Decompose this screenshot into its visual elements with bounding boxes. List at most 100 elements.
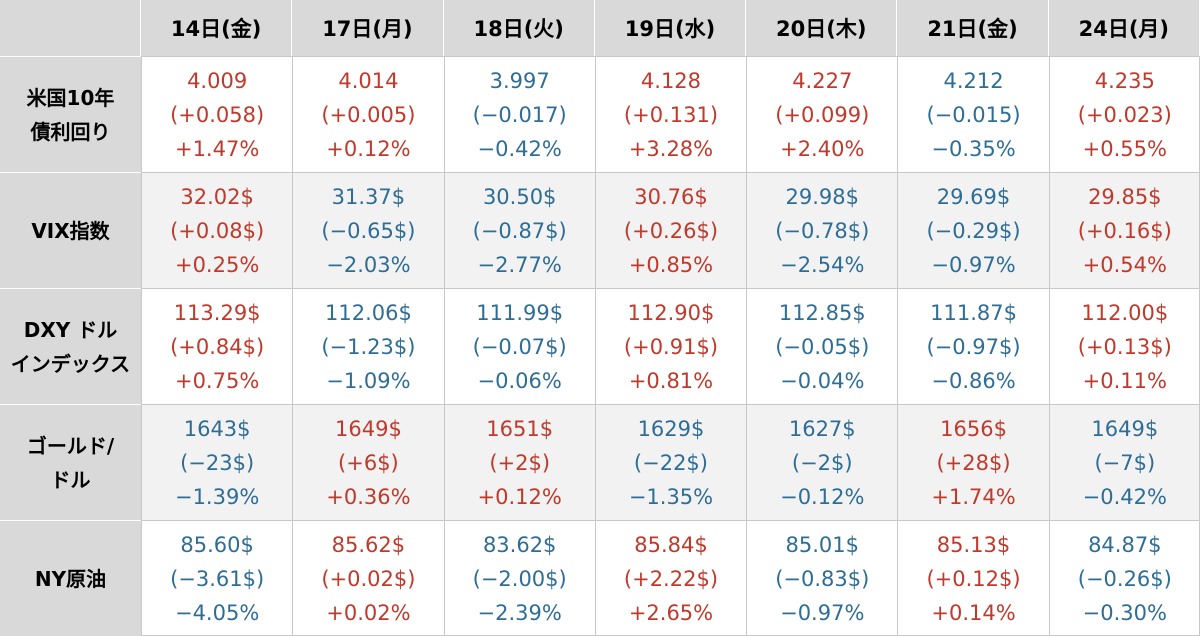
cell-change: (−0.97$) [926,334,1021,359]
value-cell: 1649$ (−7$) −0.42% [1048,404,1200,520]
value-cell: 30.50$ (−0.87$) −2.77% [443,172,595,288]
cell-change: (−0.015) [926,102,1021,127]
cell-value: 29.85$ [1088,184,1162,209]
header-corner [0,0,141,56]
value-cell: 3.997 (−0.017) −0.42% [443,56,595,172]
value-cell: 112.06$ (−1.23$) −1.09% [292,288,444,404]
cell-percent: −0.97% [780,600,865,625]
cell-value: 4.212 [943,68,1004,93]
cell-value: 113.29$ [173,300,261,325]
cell-percent: +2.40% [780,136,865,161]
cell-change: (−0.65$) [321,218,416,243]
cell-change: (−0.017) [472,102,567,127]
cell-change: (−1.23$) [321,334,416,359]
row-label-line: NY原油 [34,566,107,591]
table-row: ゴールド/ドル 1643$ (−23$) −1.39% 1649$ (+6$) +0.36%… [0,404,1200,520]
cell-change: (+0.13$) [1077,334,1172,359]
cell-value: 85.84$ [634,532,708,557]
value-cell: 112.00$ (+0.13$) +0.11% [1048,288,1200,404]
value-cell: 4.227 (+0.099) +2.40% [746,56,898,172]
cell-percent: −4.05% [174,600,260,625]
value-cell: 112.85$ (−0.05$) −0.04% [746,288,898,404]
value-cell: 85.62$ (+0.02$) +0.02% [292,520,444,636]
header-day-6: 24日(月) [1048,0,1200,56]
value-cell: 29.98$ (−0.78$) −2.54% [746,172,898,288]
row-label-text: ゴールド/ドル [27,429,114,497]
cell-change: (+28$) [936,450,1011,475]
cell-percent: +0.12% [477,484,562,509]
cell-change: (+0.12$) [926,566,1021,591]
value-cell: 113.29$ (+0.84$) +0.75% [140,288,293,404]
cell-percent: +0.81% [628,368,714,393]
value-cell: 29.69$ (−0.29$) −0.97% [897,172,1049,288]
row-label-line: 米国10年 [26,85,115,110]
cell-percent: +0.54% [1082,252,1167,277]
cell-value: 4.014 [338,68,399,93]
cell-value: 1649$ [335,416,402,441]
value-cell: 30.76$ (+0.26$) +0.85% [594,172,747,288]
value-cell: 4.128 (+0.131) +3.28% [594,56,747,172]
cell-change: (−0.07$) [472,334,567,359]
row-label: VIX指数 [0,172,141,288]
cell-change: (+0.84$) [170,334,265,359]
cell-percent: −0.97% [931,252,1016,277]
cell-percent: −0.35% [931,136,1016,161]
header-day-1: 17日(月) [292,0,444,56]
row-label-text: NY原油 [35,562,106,596]
cell-value: 83.62$ [482,532,557,557]
cell-change: (−0.05$) [775,334,870,359]
value-cell: 1629$ (−22$) −1.35% [594,404,747,520]
cell-change: (−2.00$) [472,566,567,591]
cell-value: 1649$ [1091,416,1159,441]
cell-value: 112.90$ [627,300,715,325]
cell-value: 30.76$ [634,184,708,209]
cell-change: (+0.023) [1077,102,1172,127]
row-label-line: VIX指数 [31,218,110,243]
cell-change: (−23$) [180,450,255,475]
value-cell: 29.85$ (+0.16$) +0.54% [1048,172,1200,288]
cell-percent: −2.54% [780,252,865,277]
cell-percent: +2.65% [628,600,714,625]
cell-percent: −0.42% [477,136,562,161]
cell-percent: −2.77% [477,252,562,277]
cell-value: 32.02$ [180,184,254,209]
row-label-line: DXY ドル [23,317,118,342]
row-label: NY原油 [0,520,141,636]
cell-percent: +0.12% [326,136,411,161]
cell-percent: +3.28% [628,136,714,161]
cell-change: (−22$) [633,450,708,475]
cell-percent: +0.25% [174,252,260,277]
row-label-text: DXY ドル インデックス [11,313,130,381]
cell-change: (−0.26$) [1077,566,1172,591]
row-label-line: 債利回り [30,119,111,144]
value-cell: 84.87$ (−0.26$) −0.30% [1048,520,1200,636]
cell-percent: +0.14% [931,600,1016,625]
table-row: DXY ドル インデックス 113.29$ (+0.84$) +0.75% 112.06$… [0,288,1200,404]
cell-change: (−0.87$) [472,218,567,243]
cell-change: (+0.91$) [623,334,719,359]
cell-value: 29.98$ [785,184,859,209]
value-cell: 1651$ (+2$) +0.12% [443,404,595,520]
cell-change: (−2$) [791,450,853,475]
cell-percent: +1.47% [174,136,260,161]
row-label-line: ドル [50,467,91,492]
cell-value: 112.00$ [1081,300,1169,325]
cell-percent: −1.35% [628,484,714,509]
value-cell: 1649$ (+6$) +0.36% [292,404,444,520]
cell-change: (+0.099) [775,102,870,127]
value-cell: 111.87$ (−0.97$) −0.86% [897,288,1049,404]
value-cell: 112.90$ (+0.91$) +0.81% [594,288,747,404]
cell-percent: +0.55% [1082,136,1167,161]
header-row: 14日(金) 17日(月) 18日(火) 19日(水) 20日(木) 21日(金… [0,0,1200,56]
cell-change: (+0.26$) [623,218,719,243]
cell-change: (+2.22$) [623,566,719,591]
cell-value: 85.13$ [936,532,1011,557]
cell-value: 85.60$ [180,532,254,557]
value-cell: 111.99$ (−0.07$) −0.06% [443,288,595,404]
value-cell: 4.212 (−0.015) −0.35% [897,56,1049,172]
cell-value: 4.227 [792,68,853,93]
cell-percent: +0.75% [174,368,260,393]
cell-change: (−7$) [1094,450,1156,475]
cell-value: 4.009 [187,68,248,93]
cell-value: 112.06$ [324,300,412,325]
